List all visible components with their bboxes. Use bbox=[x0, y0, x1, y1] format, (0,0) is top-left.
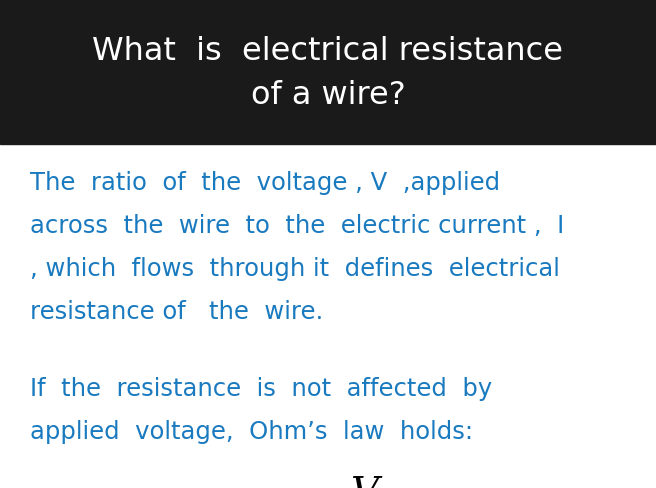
Text: across  the  wire  to  the  electric current ,  I: across the wire to the electric current … bbox=[30, 214, 564, 238]
Text: applied  voltage,  Ohm’s  law  holds:: applied voltage, Ohm’s law holds: bbox=[30, 420, 472, 444]
Text: , which  flows  through it  defines  electrical: , which flows through it defines electri… bbox=[30, 257, 560, 281]
Text: of a wire?: of a wire? bbox=[251, 80, 405, 111]
Text: resistance of   the  wire.: resistance of the wire. bbox=[30, 300, 323, 324]
Text: The  ratio  of  the  voltage , V  ,applied: The ratio of the voltage , V ,applied bbox=[30, 171, 500, 195]
Text: If  the  resistance  is  not  affected  by: If the resistance is not affected by bbox=[30, 377, 492, 401]
Text: What  is  electrical resistance: What is electrical resistance bbox=[92, 36, 564, 67]
Bar bbox=[0, 0, 656, 144]
Text: $R = \dfrac{V}{I}$: $R = \dfrac{V}{I}$ bbox=[273, 475, 383, 488]
